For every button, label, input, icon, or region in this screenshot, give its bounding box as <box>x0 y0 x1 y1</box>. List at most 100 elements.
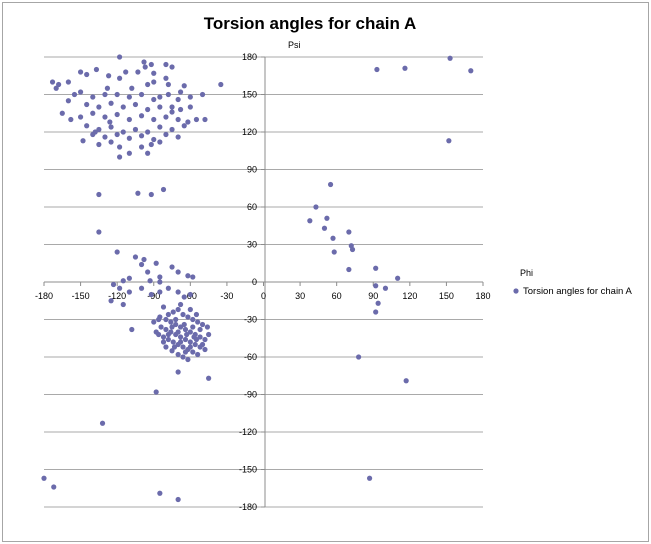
data-point <box>193 116 200 123</box>
x-tick-label: -90 <box>147 291 160 301</box>
data-point <box>92 129 98 135</box>
data-point <box>202 346 208 353</box>
data-point <box>197 326 203 333</box>
data-point <box>99 420 106 426</box>
data-point <box>84 101 90 108</box>
data-point <box>163 326 169 333</box>
data-point <box>382 285 389 291</box>
data-point <box>356 354 362 360</box>
data-point <box>135 190 141 196</box>
data-point <box>163 114 169 120</box>
data-point <box>96 229 102 235</box>
axes <box>43 56 484 508</box>
data-point <box>114 249 120 255</box>
y-tick-label: 180 <box>242 52 257 62</box>
data-point <box>104 85 111 91</box>
data-point <box>373 283 379 289</box>
data-point <box>96 104 102 110</box>
y-tick-label: 0 <box>252 277 257 287</box>
data-point <box>185 314 191 320</box>
data-point <box>145 106 151 113</box>
data-point <box>181 83 187 89</box>
data-point <box>96 191 102 198</box>
x-tick-label: 180 <box>475 291 490 301</box>
data-point <box>177 339 184 345</box>
x-tick-label: 60 <box>332 291 342 301</box>
data-point <box>169 64 175 70</box>
data-point <box>170 339 176 345</box>
data-point <box>446 138 452 144</box>
data-point <box>199 91 206 98</box>
data-point <box>108 100 114 106</box>
data-point <box>175 329 181 335</box>
x-tick-label: 0 <box>261 291 266 301</box>
data-point <box>190 316 196 323</box>
data-point <box>402 65 408 71</box>
data-point <box>156 331 162 338</box>
data-point <box>151 79 157 85</box>
data-point <box>163 75 169 81</box>
data-point <box>102 114 108 120</box>
data-point <box>165 81 171 88</box>
data-point <box>151 70 157 76</box>
y-tick-label: -60 <box>244 352 257 362</box>
data-point <box>168 319 174 325</box>
data-point <box>195 351 201 358</box>
data-point <box>185 356 191 363</box>
data-point <box>324 215 330 221</box>
data-point <box>175 289 181 295</box>
data-point <box>106 73 112 79</box>
data-point <box>403 378 409 384</box>
data-point <box>157 104 163 110</box>
data-point <box>181 294 187 300</box>
data-point <box>126 275 132 281</box>
data-point <box>165 336 171 343</box>
data-point <box>126 150 132 156</box>
data-point <box>160 186 167 193</box>
data-point <box>148 61 154 68</box>
data-point <box>195 319 201 325</box>
data-point <box>163 316 169 323</box>
data-point <box>468 68 474 74</box>
data-point <box>120 104 126 110</box>
data-point <box>138 91 145 98</box>
data-point <box>175 116 181 123</box>
chart-title: Torsion angles for chain A <box>204 14 417 33</box>
data-point <box>169 104 175 110</box>
data-point <box>129 85 135 91</box>
data-point <box>180 344 186 350</box>
data-point <box>175 269 181 275</box>
data-point <box>41 475 47 481</box>
data-point <box>187 306 193 313</box>
data-point <box>84 71 90 78</box>
data-point <box>138 285 145 291</box>
data-point <box>148 141 154 148</box>
data-point <box>51 484 57 490</box>
data-point <box>120 129 126 135</box>
data-point <box>163 344 169 350</box>
y-tick-label: -30 <box>244 315 257 325</box>
data-point <box>187 94 193 100</box>
data-point <box>175 496 181 503</box>
data-point <box>177 106 184 113</box>
data-point <box>80 138 86 144</box>
data-point <box>313 204 319 210</box>
legend-title: Phi <box>520 268 533 278</box>
data-point <box>218 81 224 88</box>
data-point <box>177 301 184 308</box>
data-point <box>132 126 139 133</box>
data-point <box>187 344 193 350</box>
data-point <box>141 256 147 263</box>
data-point <box>158 324 164 330</box>
data-point <box>129 326 135 333</box>
legend-entry: Torsion angles for chain A <box>523 286 632 297</box>
data-point <box>117 285 123 291</box>
x-tick-label: 30 <box>295 291 305 301</box>
data-point <box>206 375 212 381</box>
data-point <box>138 261 145 268</box>
data-point <box>373 309 379 315</box>
data-point <box>157 274 163 280</box>
data-point <box>374 66 380 73</box>
data-point <box>165 331 171 338</box>
data-point <box>90 110 96 116</box>
